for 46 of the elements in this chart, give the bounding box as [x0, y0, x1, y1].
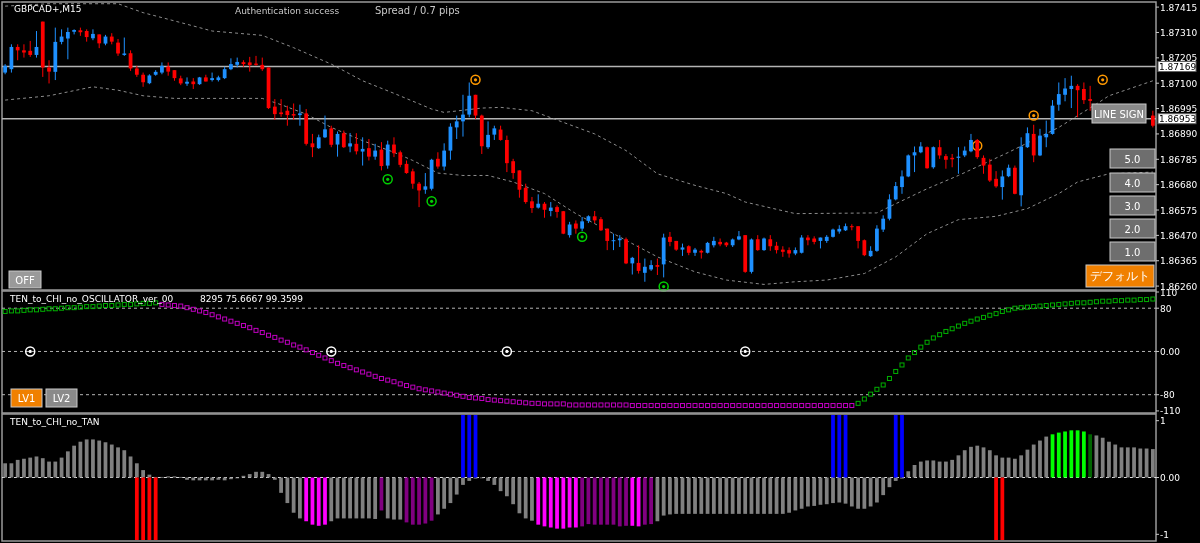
- y-tick-label: 0.00: [1160, 473, 1181, 483]
- y-tick-label: 1: [1160, 416, 1166, 427]
- chart-title: TEN_to_CHI_no_OSCILLATOR_ver_00: [9, 294, 174, 304]
- y-tick-label: 1.86680: [1160, 180, 1198, 191]
- chart-title: TEN_to_CHI_no_TAN: [9, 417, 100, 427]
- button: 5.0: [1109, 148, 1156, 169]
- annotation: 8295 75.6667 99.3599: [200, 294, 304, 304]
- y-tick-label: 1.87100: [1160, 78, 1198, 89]
- button: 4.0: [1109, 172, 1156, 193]
- annotation: LINE SIGN: [1093, 108, 1145, 120]
- y-tick-label: 1.86995: [1160, 104, 1198, 115]
- annotation: LV1: [17, 393, 36, 404]
- y-tick-label: -110: [1160, 406, 1181, 417]
- y-tick-label: 1.86470: [1160, 230, 1198, 241]
- button: OFF: [8, 270, 42, 289]
- annotation: 2.0: [1124, 223, 1141, 235]
- y-tick-label: -1: [1160, 529, 1169, 540]
- y-tick-label: 1.86890: [1160, 129, 1198, 140]
- annotation: 3.0: [1124, 200, 1141, 212]
- annotation: LV2: [52, 393, 71, 404]
- button: LV2: [45, 388, 78, 408]
- annotation: Authentication success: [235, 6, 340, 16]
- annotation: OFF: [15, 274, 35, 286]
- button: 3.0: [1109, 195, 1156, 216]
- button: デフォルト: [1085, 264, 1155, 288]
- button: LV1: [10, 388, 43, 408]
- y-tick-label: 1.86365: [1160, 256, 1198, 267]
- button: 1.0: [1109, 241, 1156, 262]
- annotation: 5.0: [1124, 153, 1141, 165]
- y-tick-label: -80: [1160, 390, 1175, 401]
- annotation: Spread / 0.7 pips: [375, 5, 460, 16]
- chart-title: GBPCAD+,M15: [14, 4, 82, 14]
- y-tick-label: 1.86575: [1160, 205, 1198, 216]
- y-tick-label: 1.87415: [1160, 2, 1198, 13]
- ref-line-label: 1.86953: [1159, 114, 1197, 125]
- y-tick-label: 1.87205: [1160, 53, 1198, 64]
- button: 2.0: [1109, 218, 1156, 239]
- y-tick-label: 1.87310: [1160, 27, 1198, 38]
- ref-line-label: 1.87169: [1159, 62, 1197, 73]
- y-tick-label: 0.00: [1160, 346, 1181, 357]
- button: LINE SIGN: [1091, 103, 1147, 124]
- y-tick-label: 80: [1160, 303, 1172, 314]
- annotation: デフォルト: [1090, 269, 1150, 283]
- annotation: 4.0: [1124, 177, 1141, 189]
- annotation: 1.0: [1124, 246, 1141, 258]
- y-tick-label: 1.86785: [1160, 154, 1198, 165]
